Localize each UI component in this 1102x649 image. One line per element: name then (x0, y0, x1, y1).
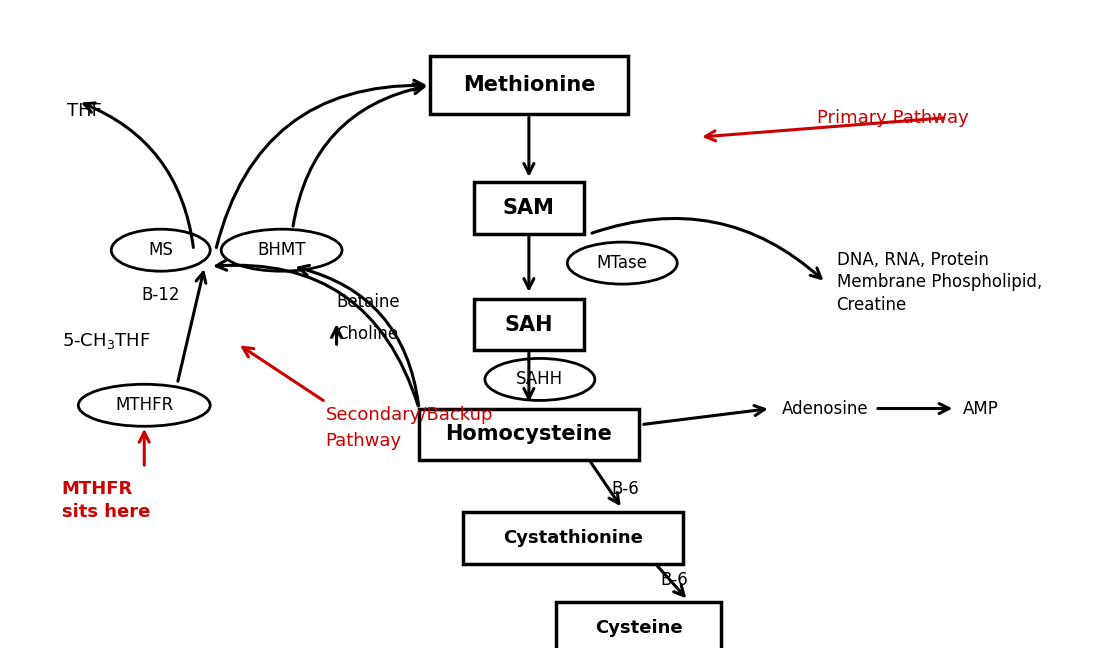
Text: SAH: SAH (505, 315, 553, 334)
FancyBboxPatch shape (419, 408, 639, 460)
Text: DNA, RNA, Protein: DNA, RNA, Protein (836, 251, 988, 269)
FancyBboxPatch shape (474, 182, 584, 234)
Text: Cysteine: Cysteine (595, 619, 682, 637)
Text: Pathway: Pathway (325, 432, 402, 450)
Text: MS: MS (149, 241, 173, 259)
Ellipse shape (485, 358, 595, 400)
Text: MTHFR: MTHFR (115, 397, 173, 414)
Text: MTHFR: MTHFR (62, 480, 133, 498)
Ellipse shape (111, 229, 210, 271)
Ellipse shape (222, 229, 342, 271)
Text: SAHH: SAHH (517, 371, 563, 389)
Text: MTase: MTase (597, 254, 648, 272)
Text: Primary Pathway: Primary Pathway (817, 109, 969, 127)
Ellipse shape (78, 384, 210, 426)
Text: Secondary/Backup: Secondary/Backup (325, 406, 493, 424)
FancyBboxPatch shape (430, 56, 628, 114)
Text: Homocysteine: Homocysteine (445, 424, 613, 445)
Ellipse shape (568, 242, 678, 284)
Text: Betaine: Betaine (336, 293, 400, 311)
Text: Methionine: Methionine (463, 75, 595, 95)
Text: AMP: AMP (963, 400, 998, 417)
Text: Cystathionine: Cystathionine (503, 529, 642, 546)
Text: BHMT: BHMT (258, 241, 306, 259)
Text: sits here: sits here (62, 503, 150, 521)
Text: THF: THF (67, 103, 102, 120)
Text: 5-CH$_3$THF: 5-CH$_3$THF (62, 330, 150, 350)
Text: B-6: B-6 (661, 570, 689, 589)
FancyBboxPatch shape (557, 602, 721, 649)
Text: B-6: B-6 (612, 480, 639, 498)
Text: SAM: SAM (503, 198, 554, 218)
Text: Creatine: Creatine (836, 296, 907, 314)
FancyBboxPatch shape (463, 512, 683, 563)
Text: Adenosine: Adenosine (781, 400, 868, 417)
Text: B-12: B-12 (141, 286, 180, 304)
FancyBboxPatch shape (474, 299, 584, 350)
Text: Membrane Phospholipid,: Membrane Phospholipid, (836, 273, 1041, 291)
Text: Choline: Choline (336, 325, 399, 343)
